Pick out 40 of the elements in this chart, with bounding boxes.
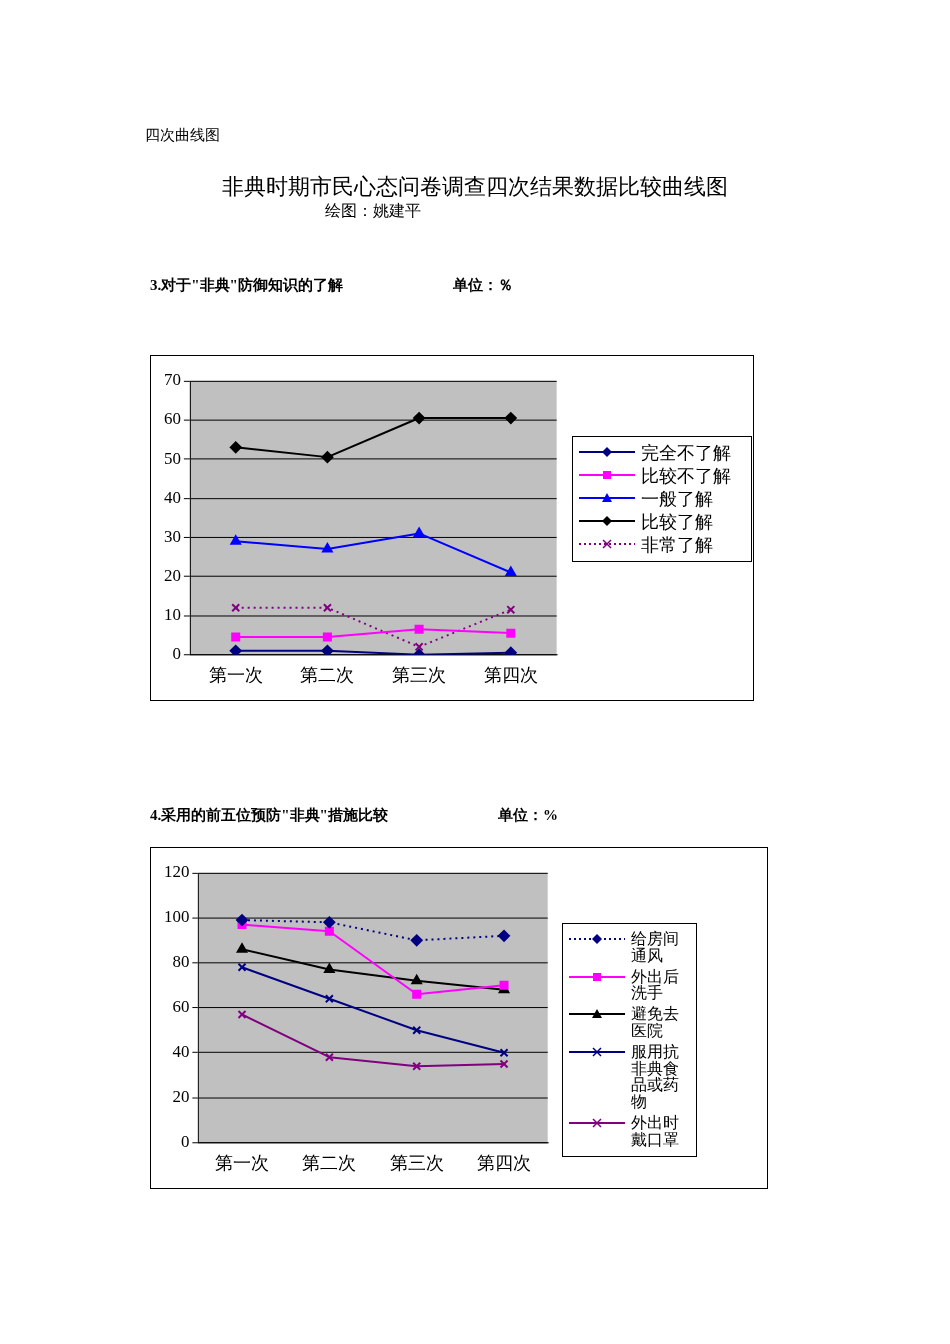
text: 非典时期市民心态问卷调查四次结果数据比较曲线图 [221, 173, 729, 201]
y-tick-label: 40 [172, 1042, 190, 1062]
y-tick-label: 80 [172, 952, 190, 972]
legend-label: 非常了解 [641, 533, 713, 555]
x-tick-label: 第一次 [208, 664, 263, 685]
y-tick-label: 70 [163, 370, 181, 390]
legend-label: 外出时戴口罩 [631, 1112, 680, 1149]
y-tick-label: 60 [163, 409, 181, 429]
x-tick-label: 第三次 [392, 664, 447, 685]
y-tick-label: 30 [163, 526, 181, 546]
legend-label: 比较不了解 [641, 464, 731, 486]
chart-title: 3.对于"非典"防御知识的了解 [150, 277, 343, 293]
x-tick-label: 第二次 [300, 664, 355, 685]
y-tick-label: 0 [172, 644, 181, 664]
chart-title: 4.采用的前五位预防"非典"措施比较 [150, 807, 388, 823]
legend-label: 避免去医院 [631, 1004, 680, 1040]
y-tick-label: 20 [163, 565, 181, 585]
x-tick-label: 第一次 [214, 1152, 270, 1173]
x-tick-label: 第四次 [483, 664, 538, 685]
y-tick-label: 20 [172, 1087, 190, 1107]
x-tick-label: 第二次 [302, 1152, 357, 1173]
y-tick-label: 120 [163, 862, 190, 882]
y-tick-label: 60 [172, 997, 190, 1017]
legend-label: 完全不了解 [641, 442, 731, 463]
x-tick-label: 第三次 [389, 1152, 444, 1173]
chart-subtitle: 单位：% [497, 807, 558, 823]
text: 绘图：姚建平 [325, 201, 421, 221]
x-tick-label: 第四次 [477, 1152, 532, 1173]
legend-label: 给房间通风 [631, 929, 680, 965]
legend-label: 外出后洗手 [631, 966, 680, 1003]
legend-label: 服用抗非典食品或药物 [631, 1041, 680, 1112]
y-tick-label: 10 [163, 605, 181, 624]
legend-label: 一般了解 [641, 487, 713, 509]
y-tick-label: 40 [163, 487, 181, 507]
y-tick-label: 50 [163, 448, 181, 468]
text: 四次曲线图 [145, 126, 220, 145]
chart-subtitle: 单位：％ [452, 277, 513, 293]
legend-label: 比较了解 [641, 510, 713, 532]
y-tick-label: 0 [180, 1132, 190, 1152]
y-tick-label: 100 [163, 907, 190, 927]
